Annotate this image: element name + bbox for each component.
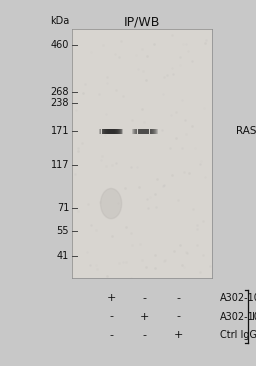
Bar bbox=[112, 129, 113, 134]
Bar bbox=[105, 129, 106, 134]
Bar bbox=[143, 129, 144, 134]
Bar bbox=[137, 129, 138, 134]
Bar bbox=[114, 129, 115, 134]
Bar bbox=[140, 129, 141, 134]
Bar bbox=[118, 129, 119, 134]
Bar bbox=[153, 129, 154, 134]
Bar bbox=[141, 129, 142, 134]
Bar bbox=[134, 129, 135, 134]
Bar bbox=[121, 129, 122, 134]
Bar bbox=[108, 129, 109, 134]
Bar bbox=[120, 129, 121, 134]
Bar bbox=[110, 129, 111, 134]
Bar bbox=[98, 129, 99, 134]
Bar bbox=[99, 129, 100, 134]
Text: RASAL2: RASAL2 bbox=[237, 126, 256, 137]
Bar bbox=[155, 129, 156, 134]
Text: 268: 268 bbox=[51, 87, 69, 97]
Bar bbox=[111, 129, 112, 134]
Bar bbox=[122, 129, 123, 134]
Bar bbox=[123, 129, 124, 134]
Bar bbox=[156, 129, 157, 134]
Text: Ctrl IgG: Ctrl IgG bbox=[220, 330, 256, 340]
Bar bbox=[152, 129, 153, 134]
Bar bbox=[103, 129, 104, 134]
Text: -: - bbox=[177, 293, 181, 303]
Bar bbox=[145, 129, 146, 134]
Text: IP: IP bbox=[252, 311, 256, 322]
Text: 41: 41 bbox=[57, 251, 69, 261]
Bar bbox=[149, 129, 150, 134]
Bar bbox=[144, 129, 145, 134]
Bar bbox=[133, 129, 134, 134]
Bar bbox=[109, 129, 110, 134]
Bar bbox=[158, 129, 159, 134]
Text: A302-109A: A302-109A bbox=[220, 311, 256, 322]
Text: -: - bbox=[143, 330, 147, 340]
Bar bbox=[113, 129, 114, 134]
Bar bbox=[142, 129, 143, 134]
Text: -: - bbox=[109, 311, 113, 322]
Bar bbox=[119, 129, 120, 134]
Text: +: + bbox=[106, 293, 116, 303]
Text: -: - bbox=[143, 293, 147, 303]
Text: 55: 55 bbox=[57, 226, 69, 236]
Bar bbox=[131, 129, 132, 134]
Bar bbox=[102, 129, 103, 134]
Bar bbox=[116, 129, 117, 134]
Bar bbox=[115, 129, 116, 134]
Text: kDa: kDa bbox=[50, 16, 69, 26]
Bar bbox=[117, 129, 118, 134]
Bar bbox=[104, 129, 105, 134]
Bar bbox=[100, 129, 101, 134]
Text: -: - bbox=[177, 311, 181, 322]
Bar bbox=[106, 129, 107, 134]
Circle shape bbox=[101, 188, 122, 219]
Text: 238: 238 bbox=[51, 97, 69, 108]
Bar bbox=[154, 129, 155, 134]
Text: 460: 460 bbox=[51, 40, 69, 50]
Text: 71: 71 bbox=[57, 203, 69, 213]
Bar bbox=[147, 129, 148, 134]
Bar bbox=[135, 129, 136, 134]
Bar bbox=[138, 129, 139, 134]
Text: A302-108A: A302-108A bbox=[220, 293, 256, 303]
Text: +: + bbox=[140, 311, 150, 322]
Text: 171: 171 bbox=[51, 126, 69, 137]
Text: -: - bbox=[109, 330, 113, 340]
Bar bbox=[146, 129, 147, 134]
Bar bbox=[157, 129, 158, 134]
Text: 117: 117 bbox=[51, 160, 69, 170]
Text: +: + bbox=[174, 330, 183, 340]
Bar bbox=[151, 129, 152, 134]
Bar bbox=[107, 129, 108, 134]
Title: IP/WB: IP/WB bbox=[124, 15, 160, 28]
Bar bbox=[132, 129, 133, 134]
